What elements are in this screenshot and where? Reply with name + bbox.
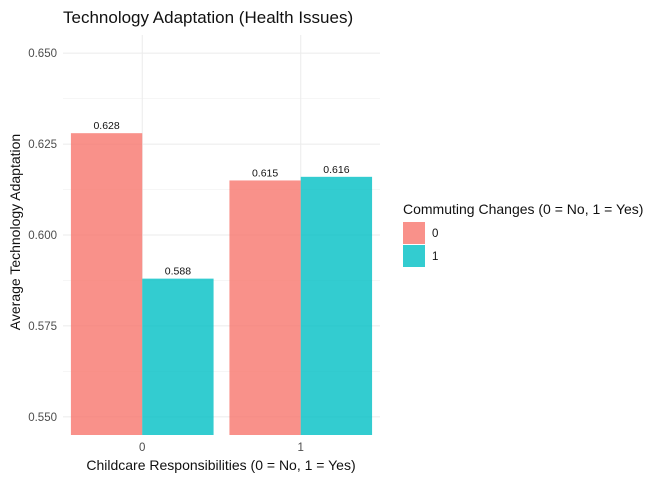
bar-labels: 0.628 0.615 0.588 0.616 [93,120,349,277]
legend: Commuting Changes (0 = No, 1 = Yes) 01 [403,201,643,267]
bar-1-series-0 [229,180,301,435]
legend-key-1 [403,245,425,267]
bar-0-series-0 [70,133,143,435]
y-tick-label: 0.600 [28,230,57,242]
y-axis-title: Average Technology Adaptation [7,134,23,330]
legend-label-1: 1 [432,251,438,263]
bar-value-label: 0.588 [165,266,191,278]
x-tick-label: 0 [139,442,145,454]
legend-title: Commuting Changes (0 = No, 1 = Yes) [403,201,643,217]
y-tick-label: 0.575 [28,321,57,333]
y-axis-ticks: 0.550 0.575 0.600 0.625 0.650 [28,48,57,424]
chart-title: Technology Adaptation (Health Issues) [63,8,353,27]
bar-value-label: 0.616 [323,164,349,176]
y-tick-label: 0.550 [28,412,57,424]
bar-1-series-1 [300,176,373,435]
legend-label-0: 0 [432,228,438,240]
bar-value-label: 0.628 [93,120,119,132]
bar-value-label: 0.615 [252,167,278,179]
y-tick-label: 0.625 [28,139,57,151]
x-axis-title: Childcare Responsibilities (0 = No, 1 = … [86,457,355,473]
plot-area: 0.628 0.615 0.588 0.616 [63,35,380,435]
legend-items: 01 [403,222,438,267]
bar-0-series-1 [142,278,214,435]
legend-key-0 [403,222,425,244]
bars [70,133,373,435]
x-tick-label: 1 [298,442,304,454]
y-tick-label: 0.650 [28,48,57,60]
